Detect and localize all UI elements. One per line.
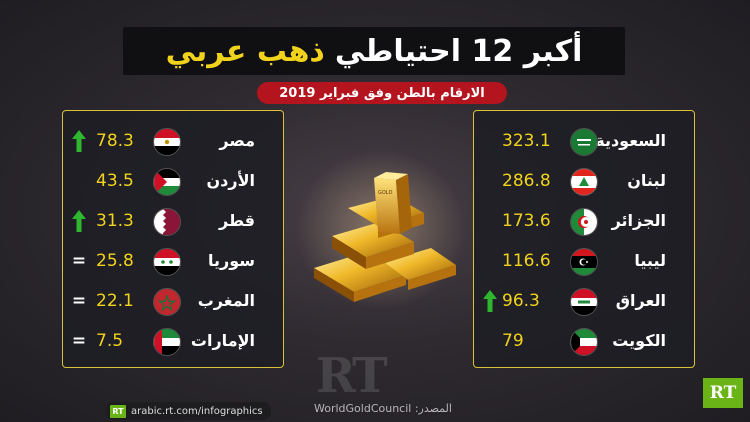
reserve-value: 22.1 bbox=[96, 291, 134, 311]
table-row: مصر 78.3 bbox=[63, 127, 283, 157]
country-name: العراق bbox=[615, 291, 666, 310]
reserve-value: 323.1 bbox=[502, 131, 551, 151]
country-name: المغرب bbox=[197, 291, 255, 310]
svg-text:GOLD: GOLD bbox=[378, 190, 393, 196]
country-name: الكويت bbox=[612, 331, 666, 350]
jordan-flag-icon bbox=[153, 168, 181, 196]
up-arrow-icon bbox=[70, 128, 88, 154]
table-row: سوريا 25.8 = bbox=[63, 247, 283, 277]
reserve-value: 78.3 bbox=[96, 131, 134, 151]
country-name: السعودية bbox=[595, 131, 666, 150]
uae-flag-icon bbox=[153, 328, 181, 356]
algeria-flag-icon bbox=[570, 208, 598, 236]
table-row: السعودية 323.1 bbox=[474, 127, 694, 157]
country-name: الجزائر bbox=[611, 211, 666, 230]
country-name: الأردن bbox=[206, 171, 255, 190]
website-url: arabic.rt.com/infographics bbox=[131, 405, 263, 417]
table-row: الكويت 79 bbox=[474, 327, 694, 357]
equal-sign-icon: = bbox=[71, 331, 87, 351]
reserve-value: 7.5 bbox=[96, 331, 124, 351]
country-name: ليبيا bbox=[634, 251, 666, 270]
lebanon-flag-icon bbox=[570, 168, 598, 196]
title-main: أكبر 12 احتياطي bbox=[334, 33, 583, 69]
table-row: المغرب 22.1 = bbox=[63, 287, 283, 317]
gold-bars-image: GOLD bbox=[296, 150, 466, 310]
table-row: الأردن 43.5 bbox=[63, 167, 283, 197]
reserve-value: 116.6 bbox=[502, 251, 551, 271]
equal-sign-icon: = bbox=[71, 251, 87, 271]
reserve-value: 173.6 bbox=[502, 211, 551, 231]
up-arrow-icon bbox=[481, 288, 499, 314]
website-footer[interactable]: RT arabic.rt.com/infographics bbox=[106, 402, 271, 420]
rt-mini-logo-icon: RT bbox=[110, 404, 126, 418]
reserve-value: 25.8 bbox=[96, 251, 134, 271]
left-panel: مصر 78.3 الأردن 43.5 قطر 31.3 سوريا 25.8 = المغرب… bbox=[62, 110, 284, 368]
iraq-flag-icon bbox=[570, 288, 598, 316]
qatar-flag-icon bbox=[153, 208, 181, 236]
rt-logo: RT bbox=[703, 378, 743, 408]
table-row: قطر 31.3 bbox=[63, 207, 283, 237]
reserve-value: 79 bbox=[502, 331, 524, 351]
equal-sign-icon: = bbox=[71, 291, 87, 311]
right-panel: السعودية 323.1 لبنان 286.8 الجزائر 173.6 ليبيا… bbox=[473, 110, 695, 368]
table-row: العراق 96.3 bbox=[474, 287, 694, 317]
title-banner: أكبر 12 احتياطي ذهب عربي bbox=[123, 27, 625, 75]
country-name: لبنان bbox=[627, 171, 666, 190]
saudi-flag-icon bbox=[570, 128, 598, 156]
reserve-value: 31.3 bbox=[96, 211, 134, 231]
title-highlight: ذهب عربي bbox=[165, 33, 325, 69]
up-arrow-icon bbox=[70, 208, 88, 234]
source-credit: المصدر: WorldGoldCouncil bbox=[314, 402, 452, 415]
libya-flag-icon bbox=[570, 248, 598, 276]
table-row: الجزائر 173.6 bbox=[474, 207, 694, 237]
egypt-flag-icon bbox=[153, 128, 181, 156]
table-row: الإمارات 7.5 = bbox=[63, 327, 283, 357]
kuwait-flag-icon bbox=[570, 328, 598, 356]
country-name: قطر bbox=[218, 211, 255, 230]
table-row: ليبيا 116.6 bbox=[474, 247, 694, 277]
syria-flag-icon bbox=[153, 248, 181, 276]
country-name: سوريا bbox=[208, 251, 255, 270]
reserve-value: 96.3 bbox=[502, 291, 540, 311]
country-name: الإمارات bbox=[190, 331, 255, 350]
subtitle-pill: الارقام بالطن وفق فبراير 2019 bbox=[257, 82, 507, 104]
table-row: لبنان 286.8 bbox=[474, 167, 694, 197]
rt-watermark: RT bbox=[316, 348, 388, 404]
morocco-flag-icon bbox=[153, 288, 181, 316]
country-name: مصر bbox=[219, 131, 255, 150]
reserve-value: 286.8 bbox=[502, 171, 551, 191]
reserve-value: 43.5 bbox=[96, 171, 134, 191]
